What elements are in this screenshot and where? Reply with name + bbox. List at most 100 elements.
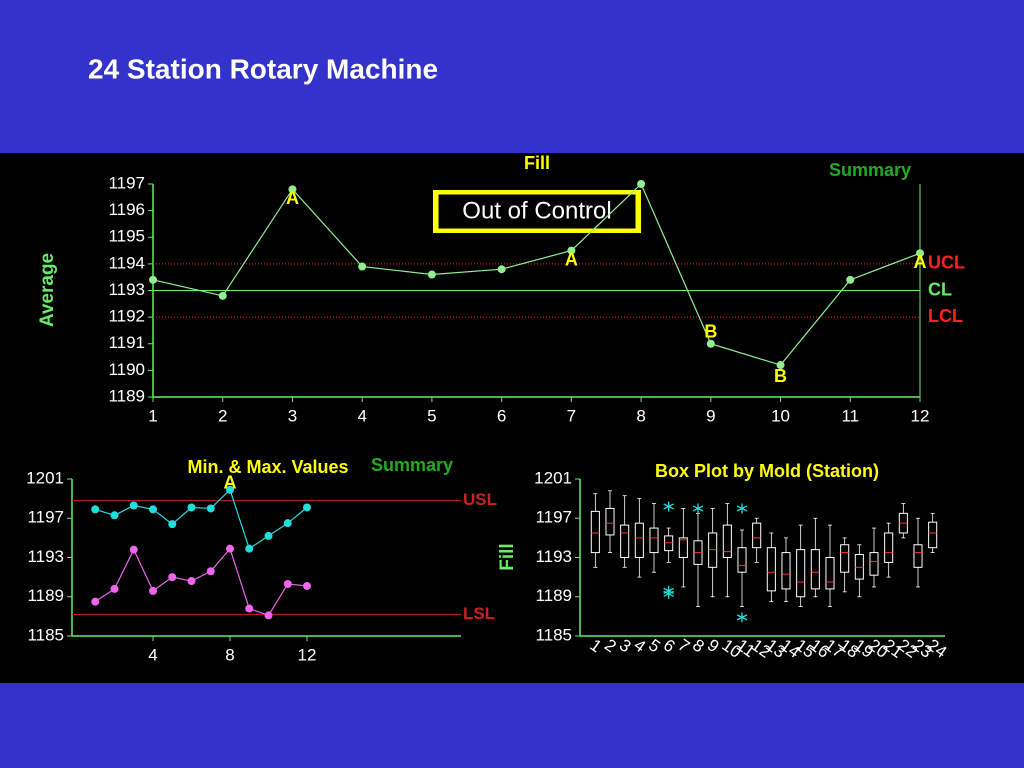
data-point: [358, 262, 367, 271]
y-tick-label: 1196: [108, 200, 145, 219]
data-point: [91, 505, 100, 514]
data-point: [427, 270, 436, 279]
outlier: [736, 503, 748, 514]
chart-title: Fill: [524, 153, 550, 173]
box: [634, 522, 644, 558]
outlier: [692, 503, 704, 514]
series-line: [94, 547, 308, 617]
box: [590, 510, 600, 554]
box: [620, 524, 630, 559]
slide-title: 24 Station Rotary Machine: [88, 53, 438, 84]
box: [752, 522, 762, 549]
box: [737, 547, 747, 573]
data-point: [637, 180, 646, 188]
data-point: [226, 544, 234, 553]
data-point: [303, 581, 311, 590]
chart-note: Summary: [829, 160, 911, 180]
data-point: [916, 249, 924, 258]
data-point: [149, 505, 157, 514]
x-tick-label: 9: [706, 406, 715, 425]
data-point: [245, 544, 254, 553]
data-point: [91, 597, 100, 606]
callout-text: Out of Control: [462, 197, 611, 224]
y-tick-label: 1195: [108, 227, 145, 246]
x-tick-label: 1: [148, 406, 157, 425]
data-point: [776, 361, 785, 370]
box: [913, 544, 923, 568]
y-tick-label: 1189: [535, 586, 572, 605]
data-point: [187, 577, 196, 586]
y-tick-label: 1185: [535, 625, 572, 644]
y-axis-label: Average: [37, 253, 58, 327]
x-tick-label: 12: [911, 406, 930, 425]
chart-panel: [0, 153, 1024, 683]
y-tick-label: 1197: [108, 173, 145, 192]
chart-title: Min. & Max. Values: [187, 457, 348, 477]
x-tick-label: 12: [298, 645, 317, 664]
x-tick-label: 2: [218, 406, 227, 425]
data-point: [264, 531, 273, 540]
data-point: [264, 611, 273, 620]
data-point: [206, 567, 215, 576]
limit-label: UCL: [928, 253, 965, 273]
data-point: [110, 584, 119, 593]
data-point: [168, 520, 177, 529]
chart-title: Box Plot by Mold (Station): [655, 461, 879, 481]
annotation: A: [224, 473, 237, 493]
outlier: [736, 612, 748, 623]
y-tick-label: 1193: [535, 547, 572, 566]
box: [605, 507, 615, 536]
box: [678, 537, 688, 558]
x-tick-label: 10: [771, 406, 790, 425]
y-tick-label: 1190: [108, 360, 145, 379]
y-tick-label: 1189: [108, 386, 145, 405]
y-tick-label: 1189: [27, 586, 64, 605]
annotation: B: [774, 366, 787, 386]
data-point: [226, 485, 234, 494]
data-point: [567, 246, 576, 255]
annotation: A: [914, 252, 927, 272]
x-tick-label: 5: [427, 406, 436, 425]
callout-box: [438, 194, 636, 229]
annotation: A: [286, 188, 299, 208]
x-tick-label: 4: [357, 406, 366, 425]
box: [796, 549, 806, 598]
box: [840, 544, 850, 573]
x-tick-label: 4: [148, 645, 157, 664]
y-tick-label: 1194: [108, 253, 145, 272]
x-tick-label: 8: [225, 645, 234, 664]
data-point: [245, 604, 254, 613]
data-point: [149, 275, 157, 284]
box: [649, 527, 659, 554]
data-point: [149, 586, 157, 595]
box: [810, 549, 820, 590]
data-point: [283, 519, 292, 528]
data-point: [206, 504, 215, 513]
data-point: [129, 545, 138, 554]
y-tick-label: 1197: [27, 508, 64, 527]
annotation: A: [565, 249, 578, 269]
limit-label: LSL: [463, 604, 495, 623]
data-point: [283, 579, 292, 588]
y-tick-label: 1197: [535, 508, 572, 527]
y-tick-label: 1193: [27, 547, 64, 566]
outlier: [663, 588, 674, 599]
data-point: [168, 573, 177, 582]
box: [825, 557, 835, 590]
box: [766, 547, 776, 592]
box: [928, 521, 938, 549]
y-tick-label: 1192: [108, 307, 145, 326]
x-tick-label: 7: [567, 406, 576, 425]
box: [781, 552, 791, 590]
data-point: [497, 265, 506, 274]
data-point: [218, 291, 227, 300]
box: [722, 524, 732, 559]
chart-note: Summary: [371, 455, 453, 475]
data-point: [846, 275, 855, 284]
outlier: [663, 501, 674, 512]
data-point: [129, 501, 138, 510]
data-point: [288, 185, 297, 194]
x-tick-label: 8: [636, 406, 645, 425]
limit-label: LCL: [928, 306, 963, 326]
